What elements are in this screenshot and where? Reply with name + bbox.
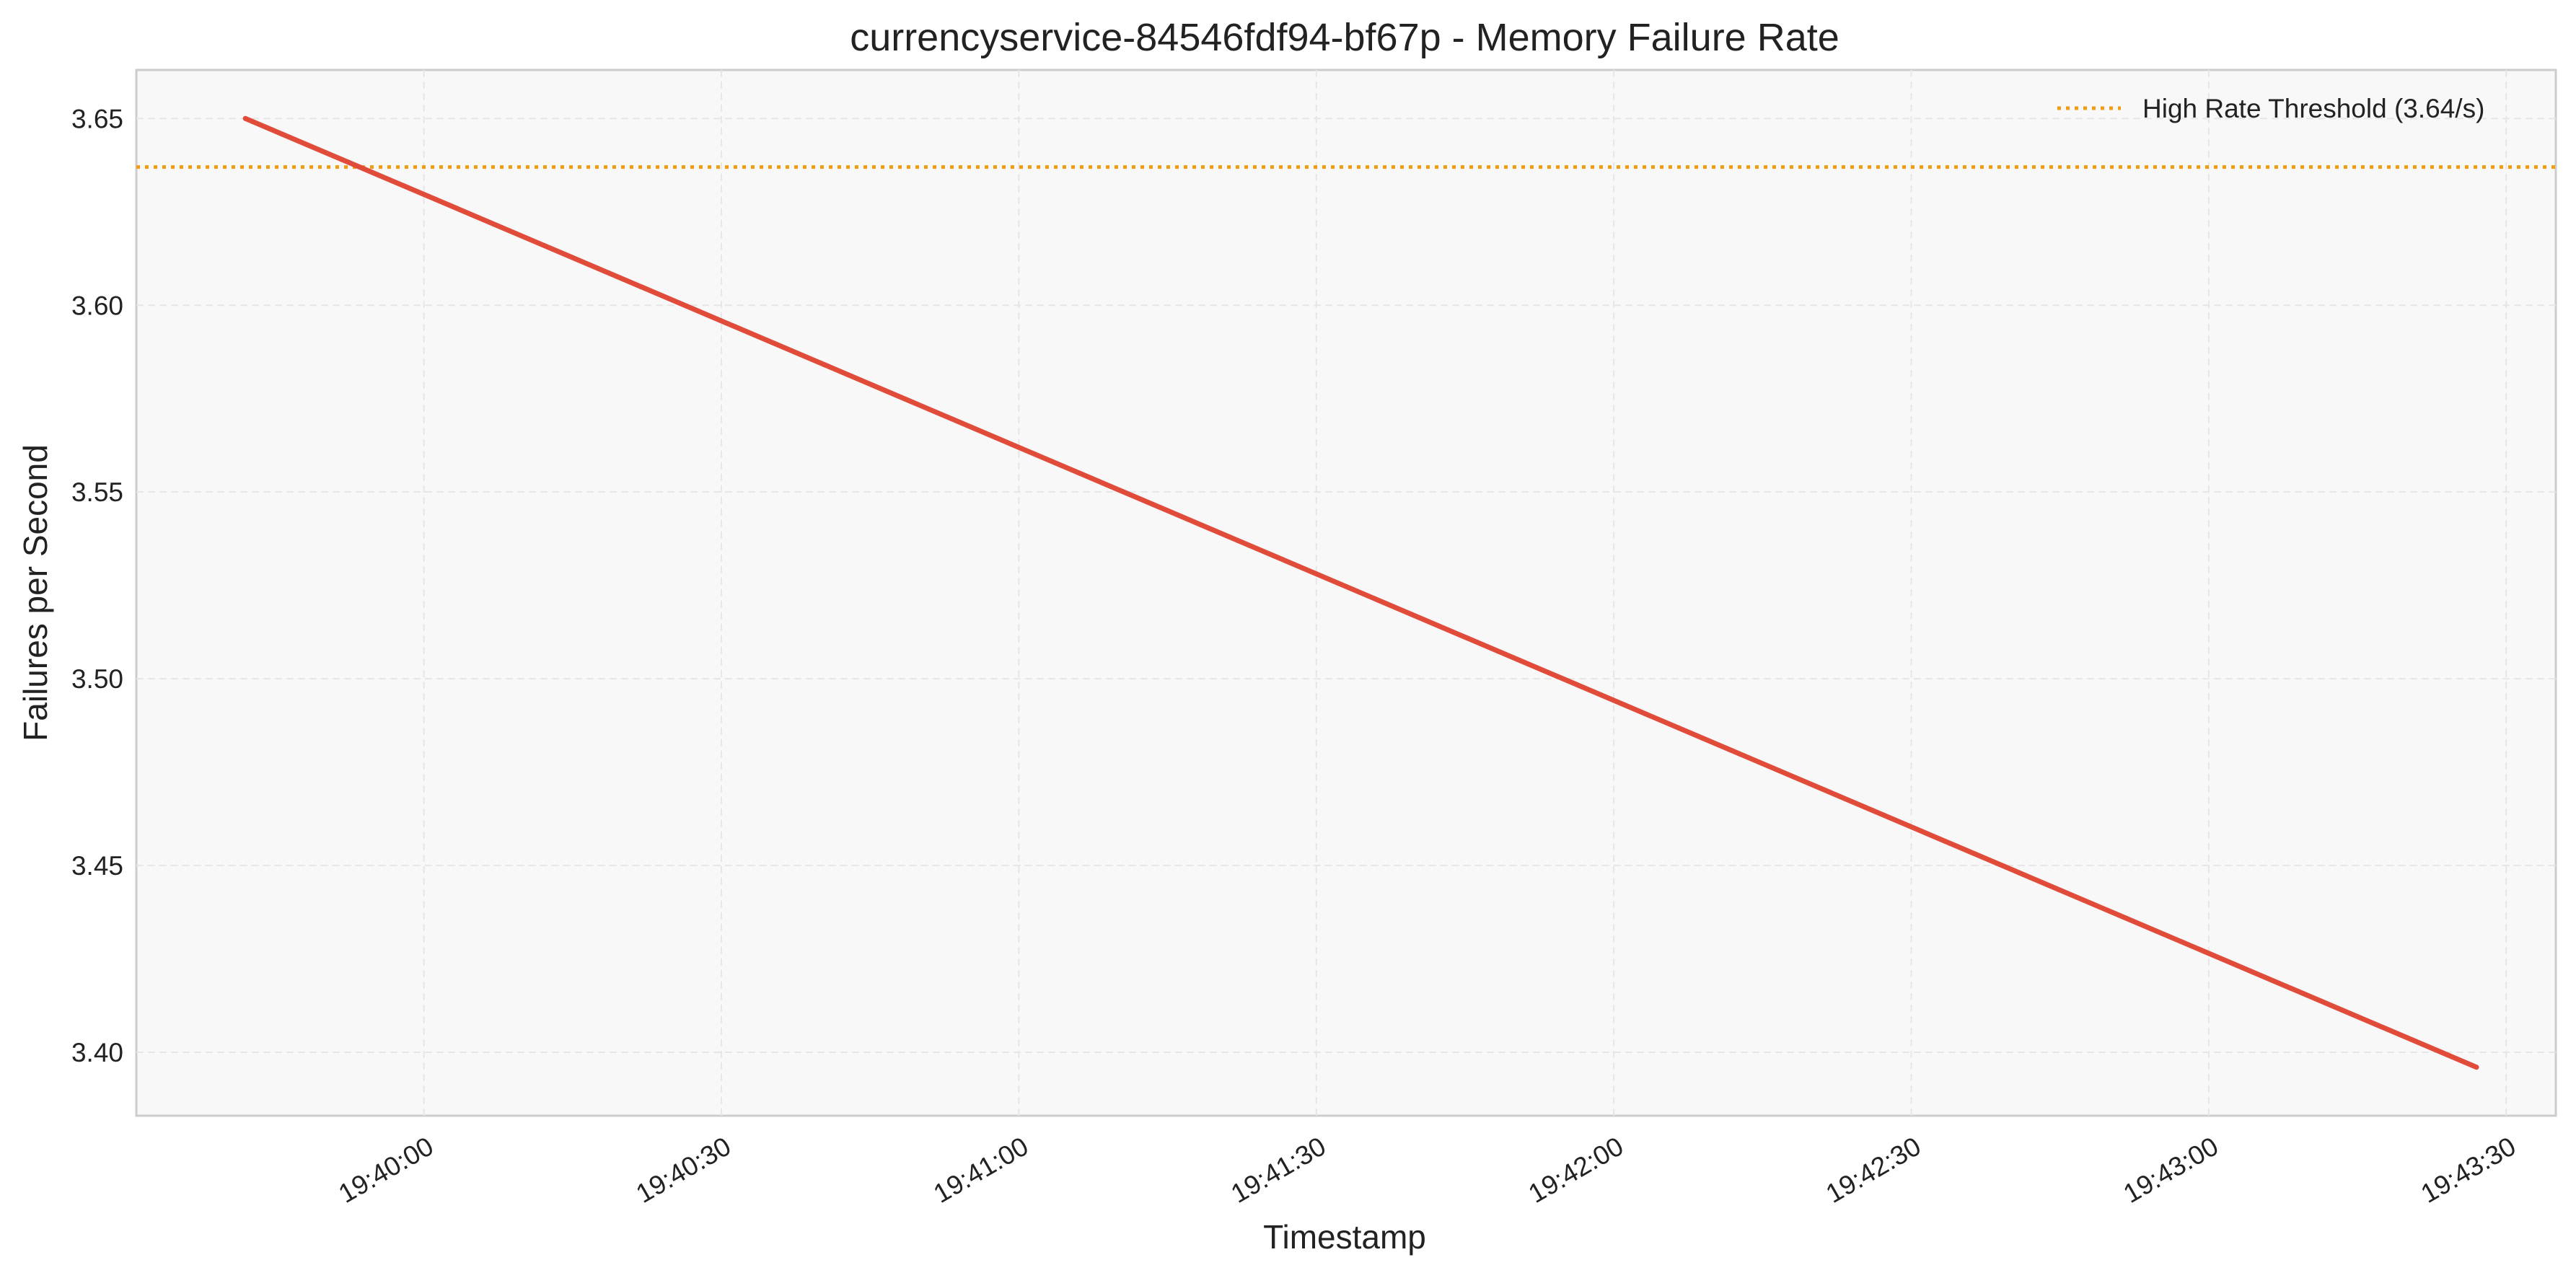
y-tick-label: 3.45 [71, 851, 123, 881]
y-tick-label: 3.60 [71, 291, 123, 320]
y-tick-label: 3.65 [71, 104, 123, 133]
y-ticks: 3.40 3.45 3.50 3.55 3.60 3.65 [71, 104, 123, 1067]
series-layer [242, 115, 2479, 1070]
x-tick-label: 19:40:30 [631, 1131, 736, 1209]
chart-title: currencyservice-84546fdf94-bf67p - Memor… [850, 16, 1839, 59]
legend: High Rate Threshold (3.64/s) [2057, 94, 2484, 123]
x-tick-label: 19:40:00 [333, 1131, 438, 1209]
y-tick-label: 3.40 [71, 1038, 123, 1067]
x-tick-label: 19:41:00 [928, 1131, 1033, 1209]
x-tick-label: 19:43:30 [2416, 1131, 2520, 1209]
legend-threshold-label: High Rate Threshold (3.64/s) [2142, 94, 2484, 123]
y-axis-label: Failures per Second [17, 444, 54, 741]
y-tick-label: 3.55 [71, 477, 123, 507]
x-tick-label: 19:43:00 [2119, 1131, 2223, 1209]
series-line [242, 115, 2479, 1070]
x-ticks: 19:40:00 19:40:30 19:41:00 19:41:30 19:42:00… [333, 1131, 2520, 1209]
x-tick-label: 19:42:00 [1524, 1131, 1628, 1209]
x-tick-label: 19:41:30 [1226, 1131, 1331, 1209]
x-tick-label: 19:42:30 [1821, 1131, 1925, 1209]
x-axis-label: Timestamp [1263, 1218, 1426, 1256]
y-tick-label: 3.50 [71, 664, 123, 694]
grid [136, 70, 2556, 1116]
